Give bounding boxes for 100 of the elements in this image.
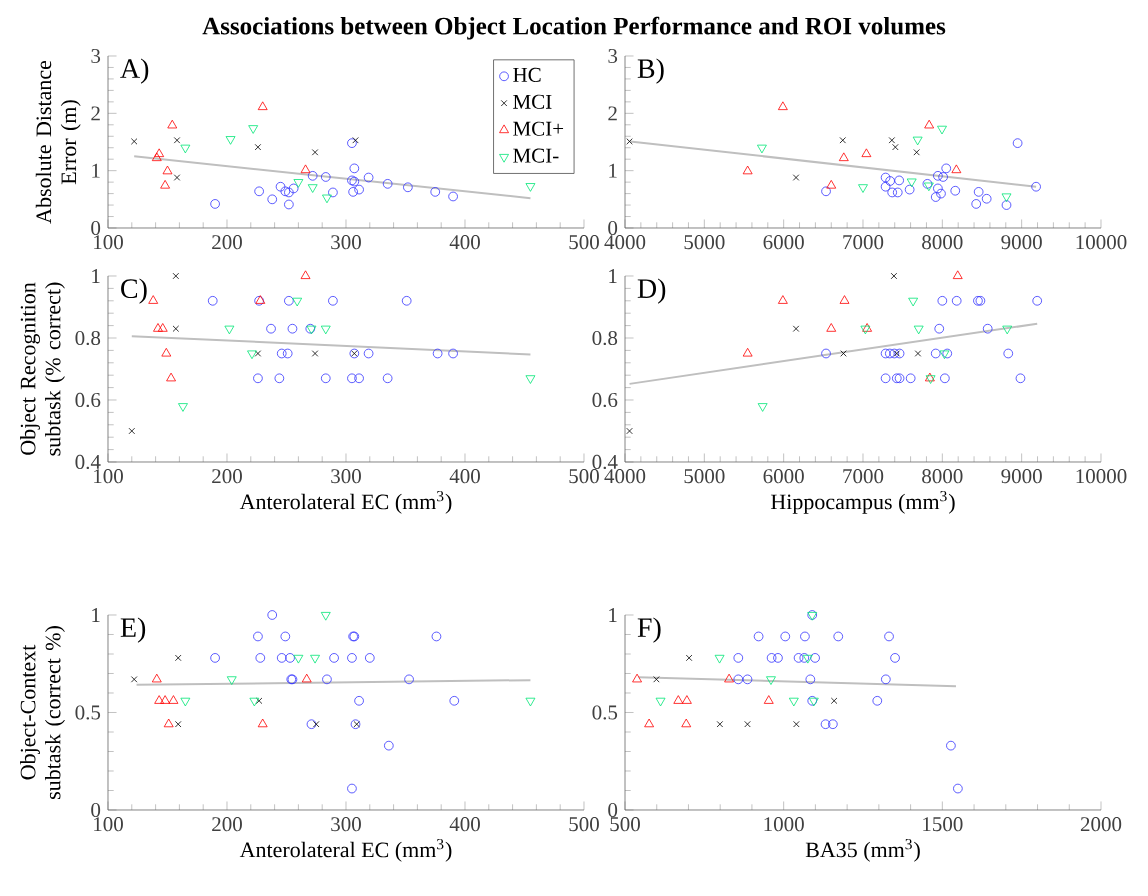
x-tick-label: 500 <box>569 469 599 484</box>
point <box>288 183 299 194</box>
point <box>431 631 442 642</box>
point <box>226 676 237 685</box>
point <box>742 165 753 175</box>
point <box>893 350 901 357</box>
y-tick-label: 1 <box>609 608 617 622</box>
point <box>173 137 181 144</box>
point <box>1001 193 1012 203</box>
y-tick-label: 3 <box>91 48 101 64</box>
point <box>777 101 788 111</box>
point <box>347 783 357 794</box>
point <box>363 348 374 359</box>
point <box>266 323 276 334</box>
point <box>403 182 413 193</box>
annotation: F) <box>637 617 661 643</box>
point <box>210 199 220 209</box>
point <box>154 148 165 158</box>
point <box>894 175 904 186</box>
point <box>673 695 684 704</box>
point <box>432 348 443 359</box>
point <box>800 631 810 642</box>
point <box>934 323 945 334</box>
y-tick-label: 0.6 <box>592 392 618 408</box>
point <box>826 323 837 332</box>
point <box>276 653 287 663</box>
point <box>382 373 393 384</box>
point <box>885 348 895 359</box>
y-tick-label: 0.4 <box>75 454 101 470</box>
point <box>285 653 295 663</box>
point <box>937 296 948 306</box>
point <box>952 270 963 279</box>
point <box>348 187 358 197</box>
point <box>280 186 291 197</box>
x-tick-label: 9000 <box>1001 235 1042 250</box>
y-tick-label: 0.8 <box>592 330 618 346</box>
x-tick-label: 300 <box>331 817 361 832</box>
point <box>757 403 768 412</box>
y-tick-label: 2 <box>91 106 100 121</box>
point <box>224 325 235 335</box>
point <box>162 165 173 175</box>
point <box>401 296 412 306</box>
annotation: D) <box>637 278 666 304</box>
point <box>946 740 956 751</box>
point <box>1031 181 1041 192</box>
point <box>892 187 903 198</box>
x-tick-label: 10000 <box>1076 235 1127 250</box>
point <box>267 194 278 205</box>
x-axis-title: BA35 (mm$^{3}$) <box>805 838 920 862</box>
point <box>160 695 171 704</box>
x-tick-label: 9000 <box>1001 469 1042 484</box>
point <box>163 718 174 728</box>
x-tick-label: 5000 <box>684 235 725 250</box>
point <box>933 183 943 194</box>
point <box>130 138 138 145</box>
point <box>838 152 849 162</box>
point <box>913 149 920 156</box>
point <box>166 372 176 382</box>
x-axis-title: Anterolateral EC (mm$^{3}$) <box>239 838 452 862</box>
x-tick-label: 400 <box>449 469 480 484</box>
point <box>793 653 804 663</box>
point <box>626 138 633 145</box>
point <box>328 296 338 306</box>
y-tick-label: 1 <box>92 608 100 622</box>
point <box>655 697 666 707</box>
point <box>322 674 332 685</box>
point <box>180 144 191 154</box>
point <box>981 193 992 204</box>
point <box>733 674 744 685</box>
y-tick-label: 0 <box>91 220 101 236</box>
point <box>890 272 898 280</box>
point <box>151 673 162 683</box>
point <box>225 136 236 145</box>
point <box>912 136 923 146</box>
point <box>880 348 891 359</box>
point <box>311 350 319 357</box>
point <box>880 181 891 192</box>
point <box>685 654 693 662</box>
point <box>178 403 188 412</box>
point <box>773 653 783 663</box>
point <box>913 325 924 335</box>
x-axis-title: Hippocampus (mm$^{3}$) <box>770 490 955 514</box>
point <box>716 720 724 728</box>
point <box>821 348 831 359</box>
point <box>148 295 159 304</box>
point <box>174 720 182 728</box>
point <box>904 184 915 195</box>
point <box>128 427 136 435</box>
x-tick-label: 7000 <box>843 469 884 484</box>
point <box>267 610 278 620</box>
point <box>364 653 375 663</box>
y-tick-label: 1 <box>92 269 100 283</box>
point <box>210 653 220 663</box>
point <box>160 179 171 189</box>
x-tick-label: 300 <box>331 235 361 250</box>
point <box>354 184 364 195</box>
point <box>880 172 891 183</box>
point <box>766 653 777 663</box>
y-tick-label: 0.5 <box>75 705 101 720</box>
y-tick-label: 3 <box>608 48 618 64</box>
